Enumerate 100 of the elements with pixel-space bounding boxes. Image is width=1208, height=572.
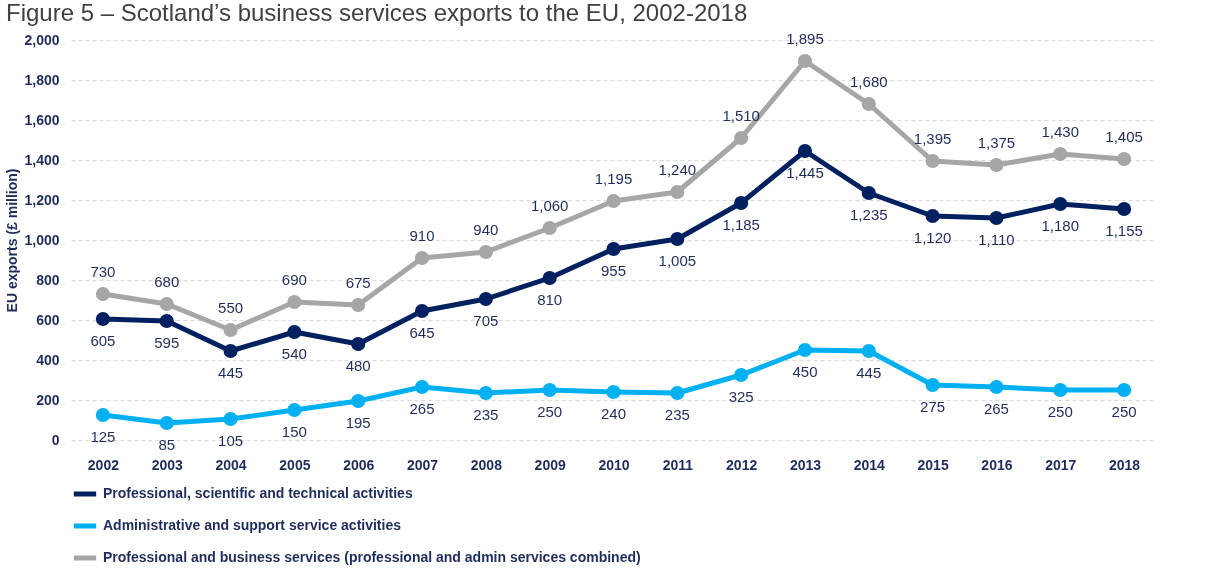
point bbox=[287, 324, 302, 340]
data-label: 85 bbox=[158, 436, 176, 453]
data-label: 250 bbox=[1111, 403, 1137, 420]
data-label: 250 bbox=[1047, 403, 1073, 420]
point bbox=[989, 210, 1004, 226]
x-tick-label: 2003 bbox=[151, 456, 184, 473]
data-label: 1,680 bbox=[850, 73, 888, 90]
data-label: 250 bbox=[537, 403, 563, 420]
legend-label: Administrative and support service activities bbox=[103, 517, 402, 533]
data-label: 445 bbox=[856, 364, 882, 381]
y-tick-label: 1,000 bbox=[24, 231, 60, 248]
data-label: 540 bbox=[281, 345, 307, 362]
point bbox=[734, 195, 749, 211]
point bbox=[670, 231, 685, 247]
point bbox=[861, 185, 876, 201]
y-tick-label: 1,600 bbox=[24, 111, 60, 128]
y-tick-label: 400 bbox=[36, 351, 60, 368]
point bbox=[478, 291, 493, 307]
point bbox=[542, 382, 557, 398]
point bbox=[223, 411, 238, 427]
x-tick-label: 2012 bbox=[726, 456, 758, 473]
data-label: 1,180 bbox=[1041, 217, 1080, 234]
data-label: 550 bbox=[218, 299, 244, 316]
point bbox=[797, 342, 813, 358]
y-tick-label: 1,200 bbox=[24, 191, 60, 208]
chart-title: Figure 5 – Scotland’s business services exports to the EU, 2002-2018 bbox=[5, 0, 748, 26]
point bbox=[287, 402, 302, 418]
point bbox=[414, 303, 430, 319]
point bbox=[159, 296, 174, 312]
point bbox=[159, 415, 174, 431]
point bbox=[542, 270, 557, 286]
data-label: 1,005 bbox=[658, 252, 697, 269]
data-label: 940 bbox=[473, 221, 499, 238]
point bbox=[287, 294, 302, 310]
data-label: 235 bbox=[473, 406, 499, 423]
point bbox=[606, 241, 621, 257]
point bbox=[925, 153, 940, 169]
y-tick-label: 1,400 bbox=[24, 151, 60, 168]
point bbox=[797, 53, 813, 69]
x-tick-label: 2009 bbox=[534, 456, 566, 473]
data-label: 910 bbox=[409, 227, 435, 244]
data-label: 325 bbox=[728, 388, 754, 405]
data-label: 1,375 bbox=[977, 134, 1016, 151]
point bbox=[925, 208, 940, 224]
point bbox=[351, 336, 366, 352]
x-tick-label: 2004 bbox=[215, 456, 247, 473]
point bbox=[734, 367, 749, 383]
point bbox=[1053, 382, 1068, 398]
data-label: 810 bbox=[537, 291, 563, 308]
data-label: 445 bbox=[218, 364, 244, 381]
data-label: 1,510 bbox=[722, 107, 760, 124]
data-label: 240 bbox=[600, 405, 627, 422]
point bbox=[223, 322, 238, 338]
data-label: 690 bbox=[281, 271, 307, 288]
data-label: 125 bbox=[90, 428, 116, 445]
point bbox=[1117, 201, 1132, 217]
x-tick-label: 2013 bbox=[789, 456, 822, 473]
data-label: 605 bbox=[90, 332, 116, 349]
legend-label: Professional, scientific and technical activities bbox=[103, 485, 413, 501]
point bbox=[1053, 196, 1068, 212]
data-label: 595 bbox=[154, 334, 180, 351]
x-tick-label: 2002 bbox=[87, 456, 120, 473]
x-tick-label: 2018 bbox=[1109, 456, 1141, 473]
point bbox=[606, 384, 621, 400]
data-label: 195 bbox=[345, 414, 371, 431]
data-label: 150 bbox=[281, 423, 307, 440]
point bbox=[95, 286, 110, 302]
legend-label: Professional and business services (professional and admin services combined) bbox=[103, 549, 641, 565]
point bbox=[478, 244, 493, 260]
y-tick-label: 600 bbox=[36, 311, 60, 328]
data-label: 480 bbox=[345, 357, 371, 374]
point bbox=[414, 379, 430, 395]
point bbox=[478, 385, 493, 401]
data-label: 1,895 bbox=[786, 30, 824, 47]
point bbox=[734, 130, 749, 146]
point bbox=[989, 379, 1004, 395]
data-label: 1,195 bbox=[594, 170, 633, 187]
data-label: 955 bbox=[600, 262, 627, 279]
point bbox=[989, 157, 1004, 173]
data-label: 1,395 bbox=[913, 130, 952, 147]
x-tick-label: 2006 bbox=[343, 456, 375, 473]
data-label: 1,240 bbox=[658, 161, 697, 178]
x-tick-label: 2008 bbox=[470, 456, 503, 473]
y-tick-label: 0 bbox=[51, 431, 60, 448]
y-axis-title: EU exports (£ million) bbox=[4, 168, 21, 313]
point bbox=[925, 377, 940, 393]
point bbox=[606, 193, 621, 209]
point bbox=[861, 96, 876, 112]
x-tick-label: 2010 bbox=[598, 456, 630, 473]
data-label: 265 bbox=[983, 400, 1009, 417]
data-label: 265 bbox=[409, 400, 435, 417]
x-tick-label: 2017 bbox=[1045, 456, 1077, 473]
data-label: 1,060 bbox=[530, 197, 569, 214]
x-tick-label: 2011 bbox=[662, 456, 694, 473]
data-label: 1,235 bbox=[850, 206, 888, 223]
x-tick-label: 2007 bbox=[406, 456, 439, 473]
point bbox=[1053, 146, 1068, 162]
point bbox=[670, 385, 685, 401]
data-label: 680 bbox=[154, 273, 180, 290]
x-tick-label: 2016 bbox=[981, 456, 1013, 473]
